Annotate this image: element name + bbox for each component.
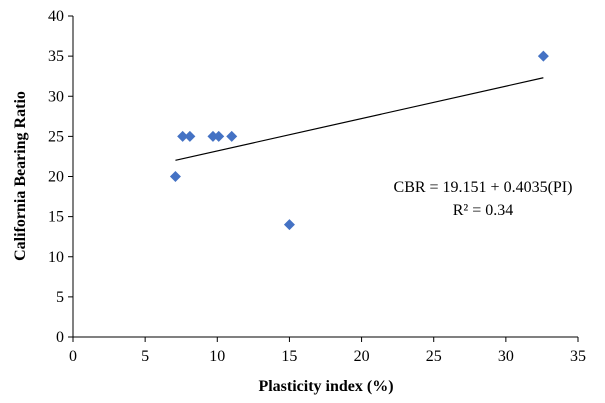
y-axis-title: California Bearing Ratio <box>12 91 29 261</box>
y-axis: 0 5 10 15 20 25 30 35 40 <box>48 8 74 346</box>
y-tick-label: 20 <box>48 169 64 186</box>
data-point <box>207 130 219 142</box>
x-tick-label: 30 <box>498 348 514 365</box>
y-tick-label: 30 <box>48 88 64 105</box>
x-tick-label: 5 <box>141 348 149 365</box>
x-axis: 0 5 10 15 20 25 30 35 <box>69 336 586 365</box>
x-tick-label: 10 <box>209 348 225 365</box>
y-tick-label: 10 <box>48 249 64 266</box>
data-point <box>226 130 238 142</box>
data-point <box>177 130 189 142</box>
x-tick-label: 15 <box>281 348 297 365</box>
data-point <box>169 171 181 182</box>
data-point <box>537 50 549 62</box>
x-axis-title: Plasticity index (%) <box>258 378 393 395</box>
y-tick-label: 5 <box>56 289 64 306</box>
x-tick-label: 0 <box>69 348 77 365</box>
data-point <box>283 219 295 231</box>
y-tick-label: 40 <box>48 8 64 25</box>
trendline <box>175 77 544 161</box>
data-points <box>169 50 549 231</box>
x-tick-label: 35 <box>570 348 586 365</box>
y-tick-label: 35 <box>48 48 64 65</box>
x-tick-label: 20 <box>354 348 370 365</box>
r-squared-label: R² = 0.34 <box>453 202 514 219</box>
y-tick-label: 0 <box>56 329 64 346</box>
equation-label: CBR = 19.151 + 0.4035(PI) <box>394 179 573 196</box>
y-tick-label: 15 <box>48 209 64 226</box>
data-point <box>213 130 225 142</box>
x-tick-label: 25 <box>426 348 442 365</box>
data-point <box>184 130 196 142</box>
y-tick-label: 25 <box>48 128 64 145</box>
